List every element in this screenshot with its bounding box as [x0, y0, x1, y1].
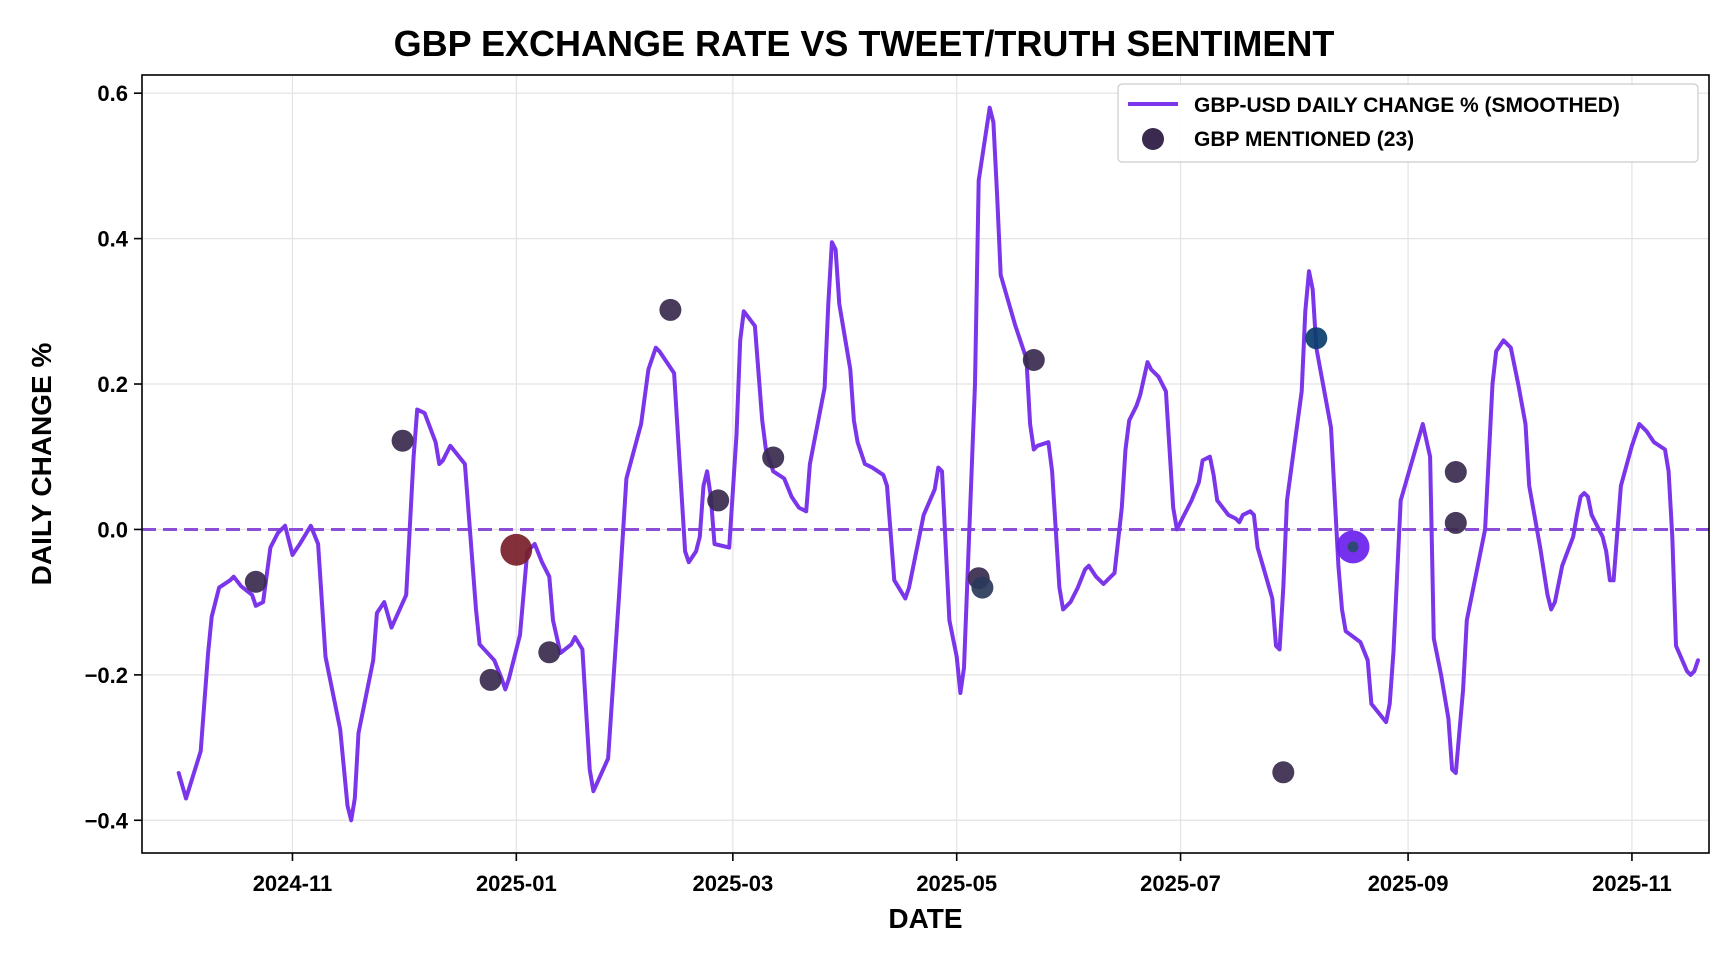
x-tick-label: 2025-09: [1368, 871, 1449, 896]
gbp-mention-marker: [500, 533, 533, 566]
gbp-mention-marker: [707, 489, 730, 512]
y-axis-ticks: 0.6 0.4 0.2 0.0 −0.2 −0.4: [85, 81, 142, 833]
legend-frame: [1117, 83, 1699, 163]
x-axis-ticks: 2024-11 2025-01 2025-03 2025-05 2025-07 2025-…: [253, 853, 1672, 896]
x-tick-label: 2025-11: [1592, 871, 1672, 896]
series-line-layer: [176, 105, 1700, 823]
gbp-mention-marker: [1272, 761, 1295, 784]
x-tick-label: 2025-03: [692, 871, 773, 896]
gbp-mention-marker: [659, 298, 682, 321]
gbp-mention-marker: [538, 641, 561, 664]
gbp-mention-marker: [479, 668, 502, 691]
x-axis-label: DATE: [888, 903, 962, 934]
y-tick-label: −0.4: [85, 808, 129, 833]
gbp-mention-marker: [762, 446, 785, 469]
gbp-mention-marker: [244, 570, 267, 593]
y-tick-label: −0.2: [85, 663, 128, 688]
x-tick-label: 2025-07: [1140, 871, 1221, 896]
y-tick-label: 0.4: [97, 227, 128, 252]
x-tick-label: 2025-01: [476, 871, 557, 896]
y-tick-label: 0.2: [97, 372, 128, 397]
gbp-mention-marker: [1444, 461, 1467, 483]
plot-frame: [141, 74, 1710, 854]
legend-label-series: GBP-USD DAILY CHANGE % (SMOOTHED): [1194, 94, 1620, 117]
gbp-mention-marker: [1444, 511, 1467, 534]
y-tick-label: 0.6: [97, 81, 128, 106]
y-tick-label: 0.0: [97, 517, 128, 542]
gbp-mention-marker: [1305, 327, 1328, 350]
gbp-mention-marker: [971, 576, 994, 599]
gbp-usd-series-line: [176, 105, 1700, 823]
legend-marker-swatch: [1142, 128, 1164, 150]
chart-title: GBP EXCHANGE RATE VS TWEET/TRUTH SENTIME…: [394, 23, 1335, 64]
legend: GBP-USD DAILY CHANGE % (SMOOTHED) GBP ME…: [1117, 83, 1699, 163]
y-axis-label: DAILY CHANGE %: [26, 343, 57, 586]
gbp-mention-marker: [1022, 349, 1045, 371]
gbp-mention-marker: [1347, 541, 1359, 553]
x-tick-label: 2025-05: [916, 871, 997, 896]
grid-layer: [142, 75, 1709, 853]
x-tick-label: 2024-11: [253, 871, 333, 896]
mention-marker-layer: [244, 298, 1467, 784]
gbp-mention-marker: [391, 429, 414, 452]
legend-label-mentions: GBP MENTIONED (23): [1194, 128, 1414, 151]
